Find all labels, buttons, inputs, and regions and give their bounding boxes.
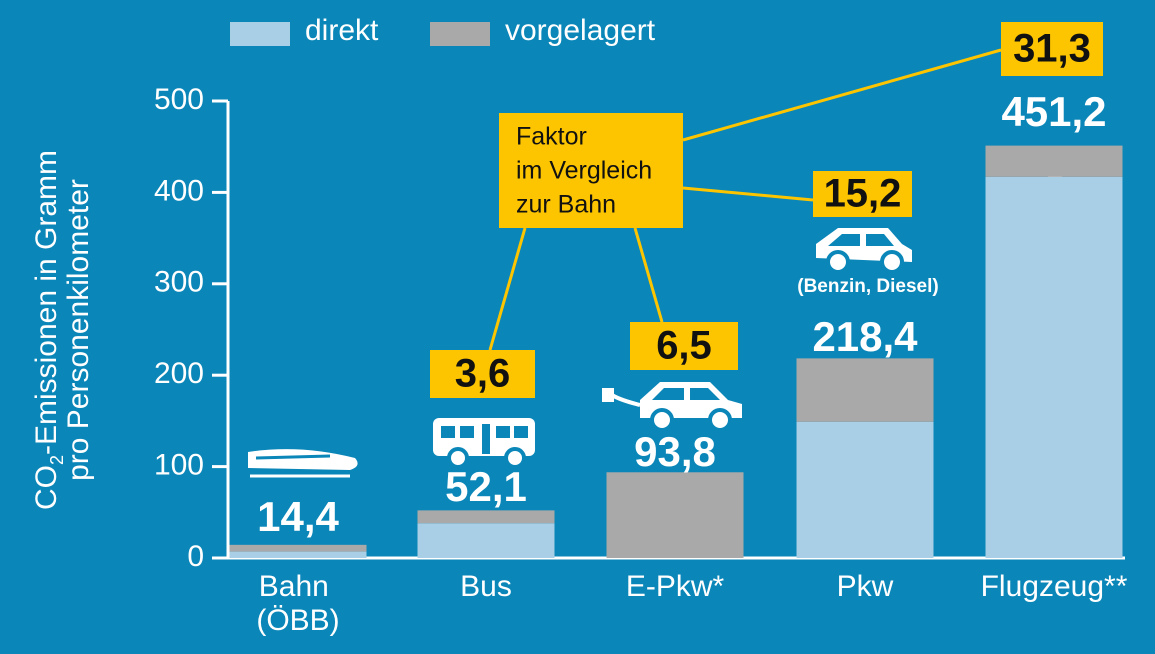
connectors xyxy=(488,48,1002,351)
y-tick-label: 200 xyxy=(154,357,204,390)
pkw-note: (Benzin, Diesel) xyxy=(797,276,938,297)
annotation-box xyxy=(499,113,683,228)
bar-segment xyxy=(985,145,1123,177)
x-tick-label: Flugzeug** xyxy=(981,570,1128,603)
bar-segment xyxy=(417,523,555,558)
annotation-line: zur Bahn xyxy=(516,191,616,219)
x-tick-label: Pkw xyxy=(837,570,894,603)
y-axis-label-line: pro Personenkilometer xyxy=(62,179,95,481)
train-icon xyxy=(248,449,358,478)
bus-icon xyxy=(433,418,535,469)
connector xyxy=(488,227,527,351)
x-tick-label-line: (ÖBB) xyxy=(256,604,339,637)
bar-segment xyxy=(606,472,744,558)
total-label: 93,8 xyxy=(634,428,716,475)
connector xyxy=(682,186,814,202)
legend-swatch xyxy=(430,22,490,46)
ecar-icon xyxy=(602,382,742,432)
y-tick-label: 300 xyxy=(154,266,204,299)
factor-box xyxy=(630,322,738,370)
factor-box xyxy=(430,350,535,398)
connector xyxy=(633,227,664,323)
factor-label: 31,3 xyxy=(1013,27,1091,71)
bar-segment xyxy=(796,358,934,422)
x-tick-label: Bus xyxy=(460,570,512,603)
bar-segment xyxy=(796,421,934,558)
total-label: 14,4 xyxy=(257,493,339,540)
bar-segment xyxy=(985,176,1123,558)
y-axis-label-line: CO2-Emissionen in Gramm xyxy=(30,150,67,510)
y-axis-label: CO2-Emissionen in Gramm pro Personenkilo… xyxy=(30,150,95,510)
bar-segment xyxy=(417,510,555,524)
y-label-part: CO xyxy=(30,465,63,510)
y-tick-label: 500 xyxy=(154,83,204,116)
x-tick-label: E-Pkw* xyxy=(626,570,725,603)
factor-box xyxy=(1001,22,1103,76)
car-icon xyxy=(816,228,912,274)
factor-box xyxy=(813,171,912,217)
total-label: 52,1 xyxy=(445,463,527,510)
connector xyxy=(682,48,1002,142)
total-label: 451,2 xyxy=(1001,88,1106,135)
y-tick-label: 0 xyxy=(187,540,204,573)
factor-label: 3,6 xyxy=(455,352,511,396)
bar-segment xyxy=(229,544,367,552)
y-label-part: -Emissionen in Gramm xyxy=(30,150,63,455)
annotation-line: Faktor xyxy=(516,123,587,151)
annotation-line: im Vergleich xyxy=(516,157,652,185)
factor-label: 6,5 xyxy=(656,324,712,368)
x-tick-label-line: Bahn xyxy=(259,570,337,603)
y-tick-label: 100 xyxy=(154,449,204,482)
legend-label: vorgelagert xyxy=(505,14,656,47)
legend-label: direkt xyxy=(305,14,379,47)
total-label: 218,4 xyxy=(812,313,918,360)
y-label-subscript: 2 xyxy=(47,455,67,465)
x-tick-label: Bahn (ÖBB) xyxy=(256,570,339,637)
factor-label: 15,2 xyxy=(824,172,902,216)
y-tick-label: 400 xyxy=(154,174,204,207)
bar-segment xyxy=(229,551,367,558)
legend-swatch xyxy=(230,22,290,46)
